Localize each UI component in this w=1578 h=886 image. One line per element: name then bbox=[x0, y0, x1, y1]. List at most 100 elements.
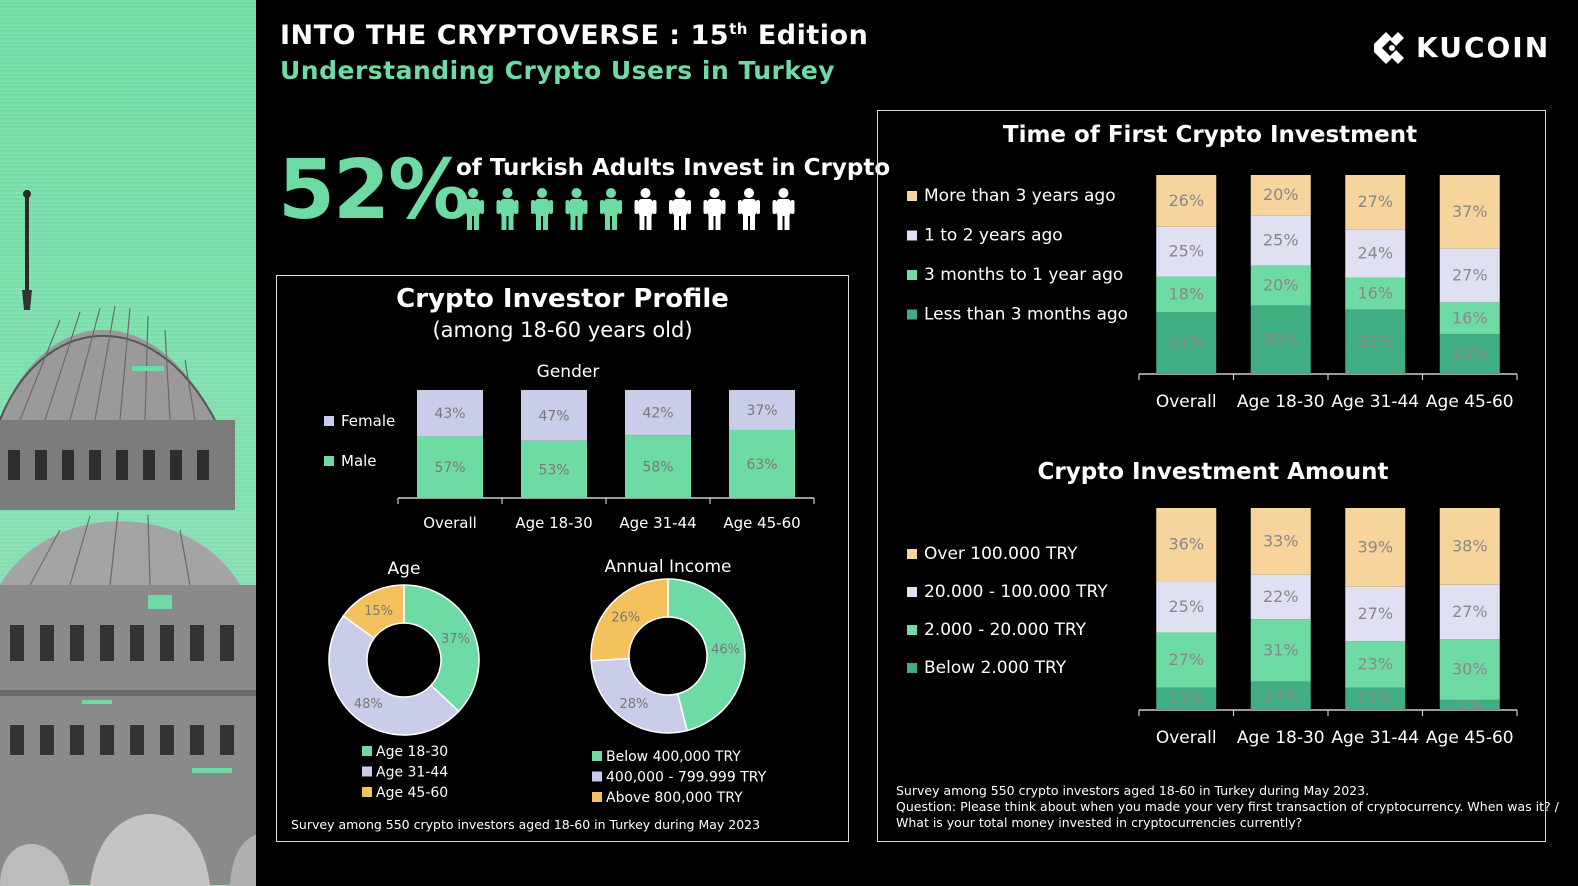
legend-swatch bbox=[592, 792, 602, 802]
person-leg bbox=[674, 215, 679, 230]
investor-profile-panel bbox=[276, 275, 849, 842]
bar-segment bbox=[1439, 175, 1500, 249]
legend-swatch bbox=[907, 270, 917, 280]
profile-title: Crypto Investor Profile bbox=[396, 284, 729, 314]
person-arm bbox=[565, 200, 570, 214]
chart-title: Age bbox=[388, 559, 421, 579]
data-label: 14% bbox=[1263, 686, 1299, 705]
pie-slice bbox=[328, 614, 460, 736]
person-leg bbox=[577, 215, 583, 230]
bar-segment bbox=[1250, 681, 1311, 710]
person-head bbox=[571, 188, 582, 198]
bar-segment bbox=[1250, 508, 1311, 575]
x-tick-label: Age 18-30 bbox=[515, 514, 592, 532]
investment-panel bbox=[877, 110, 1546, 842]
chart-title: Gender bbox=[537, 362, 600, 382]
x-tick-label: Age 45-60 bbox=[1426, 728, 1514, 748]
data-label: 48% bbox=[354, 697, 383, 712]
person-head bbox=[709, 188, 720, 198]
bar-segment bbox=[1439, 334, 1500, 374]
data-label: 33% bbox=[1263, 531, 1299, 550]
person-arm bbox=[652, 200, 657, 214]
person-arm bbox=[549, 200, 553, 214]
legend-swatch bbox=[907, 587, 917, 597]
legend-label: Age 45-60 bbox=[376, 785, 448, 801]
person-body bbox=[604, 199, 618, 216]
bar-segment bbox=[1439, 584, 1500, 640]
data-label: 37% bbox=[1452, 202, 1488, 221]
bar-segment bbox=[1156, 226, 1217, 277]
bar-segment bbox=[1156, 632, 1217, 688]
pie-slice bbox=[403, 584, 480, 713]
person-head bbox=[537, 188, 547, 198]
kucoin-logo-icon bbox=[1374, 32, 1404, 64]
person-head bbox=[468, 188, 478, 198]
data-label: 20% bbox=[1263, 276, 1299, 295]
data-label: 46% bbox=[711, 643, 740, 658]
person-leg bbox=[543, 215, 548, 230]
bar-segment bbox=[1156, 312, 1217, 374]
data-label: 11% bbox=[1168, 689, 1204, 708]
chart-title: Annual Income bbox=[604, 557, 731, 577]
person-body bbox=[569, 199, 584, 216]
data-label: 36% bbox=[1168, 535, 1204, 554]
data-label: 24% bbox=[1357, 243, 1393, 262]
data-label: 11% bbox=[1357, 689, 1393, 708]
data-label: 47% bbox=[538, 408, 569, 424]
legend-swatch bbox=[362, 787, 372, 797]
person-arm bbox=[514, 200, 519, 214]
pie-slice bbox=[667, 578, 746, 732]
legend-swatch bbox=[592, 751, 602, 761]
person-body bbox=[707, 199, 722, 216]
bar-segment bbox=[1250, 175, 1311, 216]
data-label: 26% bbox=[611, 610, 640, 625]
people-pictogram bbox=[462, 188, 795, 230]
data-label: 43% bbox=[434, 406, 465, 422]
person-arm bbox=[634, 200, 639, 214]
x-tick-label: Age 45-60 bbox=[1426, 392, 1514, 412]
person-icon bbox=[772, 188, 795, 230]
footnote-line: What is your total money invested in cry… bbox=[896, 815, 1303, 830]
legend-swatch bbox=[907, 191, 917, 201]
bar-segment bbox=[625, 435, 691, 498]
bar-segment bbox=[1156, 276, 1217, 313]
bar-segment bbox=[1250, 305, 1311, 374]
legend-swatch bbox=[907, 230, 917, 241]
data-label: 31% bbox=[1263, 640, 1299, 659]
data-label: 42% bbox=[642, 406, 673, 422]
person-leg bbox=[501, 215, 507, 230]
gender-chart: Gender Female Male 57% 43% Overall 53% 47% Age 1… bbox=[324, 362, 815, 532]
data-label: 39% bbox=[1357, 537, 1393, 556]
bar-segment bbox=[1156, 687, 1217, 710]
person-body bbox=[535, 199, 549, 216]
person-body bbox=[776, 199, 791, 216]
person-leg bbox=[708, 215, 714, 230]
person-arm bbox=[480, 200, 484, 214]
legend-label: Above 800,000 TRY bbox=[606, 790, 743, 806]
bar-segment bbox=[1439, 302, 1500, 335]
bar-segment bbox=[1156, 508, 1217, 582]
bar-segment bbox=[1439, 699, 1500, 710]
person-body bbox=[742, 199, 756, 216]
legend-label: 20.000 - 100.000 TRY bbox=[924, 582, 1108, 602]
pie-slice bbox=[590, 657, 689, 734]
legend-swatch bbox=[362, 746, 372, 756]
pie-slice bbox=[342, 584, 405, 640]
bar-segment bbox=[1439, 508, 1500, 585]
person-leg bbox=[750, 215, 755, 230]
headline-percent: 52% bbox=[278, 143, 470, 238]
legend-swatch bbox=[907, 309, 917, 320]
footnote-line: Survey among 550 crypto investors aged 1… bbox=[896, 783, 1370, 798]
bar-segment bbox=[1345, 229, 1406, 278]
data-label: 20% bbox=[1263, 185, 1299, 204]
x-tick-label: Overall bbox=[423, 514, 477, 532]
data-label: 27% bbox=[1452, 265, 1488, 284]
bar-segment bbox=[1439, 639, 1500, 700]
bar-segment bbox=[417, 436, 483, 498]
bar-segment bbox=[729, 390, 795, 430]
profile-footnote: Survey among 550 crypto investors aged 1… bbox=[291, 817, 761, 832]
bar-segment bbox=[1439, 248, 1500, 303]
bar-segment bbox=[1345, 641, 1406, 688]
data-label: 25% bbox=[1168, 242, 1204, 261]
person-icon bbox=[462, 188, 484, 230]
